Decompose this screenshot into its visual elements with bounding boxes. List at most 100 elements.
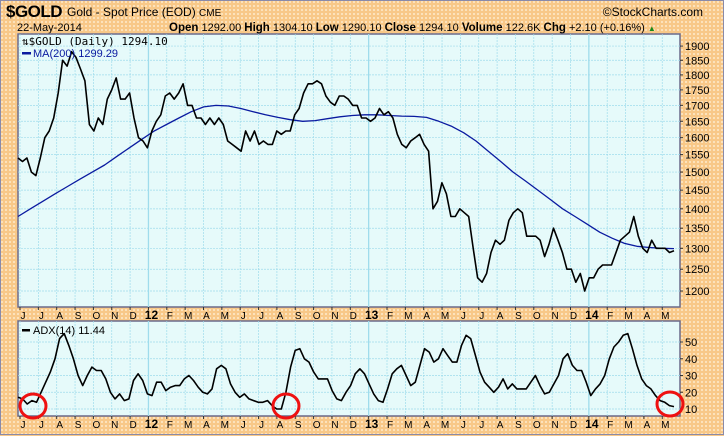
x-tick-label: M — [441, 420, 449, 431]
close-value: 1294.10 — [419, 22, 459, 34]
x-tick-label: O — [533, 420, 541, 431]
x-tick-label: 13 — [365, 308, 379, 322]
x-tick-label: M — [404, 420, 412, 431]
x-tick-label: M — [661, 420, 669, 431]
y-tick-label: 1750 — [685, 85, 709, 97]
x-tick-label: J — [479, 311, 484, 322]
x-tick-label: A — [423, 420, 430, 431]
ma-legend: MA(200) 1299.29 — [33, 48, 118, 60]
x-tick-label: D — [350, 311, 357, 322]
x-tick-label: J — [461, 311, 466, 322]
ma-legend-swatch — [22, 52, 31, 55]
y-tick-label: 1700 — [685, 100, 709, 112]
adx-legend-swatch — [22, 329, 30, 332]
x-tick-label: M — [221, 311, 229, 322]
volume-label: Volume — [461, 22, 503, 34]
x-tick-label: 13 — [365, 417, 379, 431]
open-label: Open — [169, 22, 199, 34]
price-panel — [17, 33, 681, 308]
x-tick-label: O — [93, 420, 101, 431]
adx-line — [17, 332, 675, 410]
x-tick-label: N — [552, 311, 559, 322]
volume-value: 122.6K — [505, 22, 541, 34]
x-tick-label: D — [129, 311, 136, 322]
x-tick-label: F — [607, 311, 613, 322]
x-tick-label: O — [93, 311, 101, 322]
x-tick-label: F — [387, 420, 393, 431]
x-tick-label: A — [644, 311, 651, 322]
x-tick-label: A — [203, 311, 210, 322]
description: Gold - Spot Price (EOD) — [67, 5, 196, 19]
x-tick-label: S — [75, 311, 82, 322]
x-tick-label: A — [56, 420, 63, 431]
x-tick-label: M — [184, 420, 192, 431]
x-tick-label: F — [167, 311, 173, 322]
x-tick-label: A — [203, 420, 210, 431]
x-tick-label: D — [350, 420, 357, 431]
x-tick-label: A — [277, 420, 284, 431]
x-tick-label: J — [21, 420, 26, 431]
x-tick-label: O — [313, 420, 321, 431]
x-tick-label: M — [404, 311, 412, 322]
x-tick-label: F — [167, 420, 173, 431]
x-tick-label: S — [75, 420, 82, 431]
chg-value: +2.10 (+0.16%) — [568, 22, 645, 34]
x-tick-label: M — [624, 311, 632, 322]
x-tick-label: J — [241, 420, 246, 431]
x-tick-label: S — [295, 311, 302, 322]
x-tick-label: M — [661, 311, 669, 322]
x-tick-label: N — [111, 311, 118, 322]
x-tick-label: A — [644, 420, 651, 431]
x-tick-label: S — [515, 311, 522, 322]
x-tick-label: J — [241, 311, 246, 322]
ma200-line — [17, 104, 675, 250]
adx-panel — [17, 320, 681, 417]
adx-y-tick-label: 40 — [685, 354, 697, 366]
adx-y-tick-label: 20 — [685, 387, 697, 399]
x-tick-label: 12 — [145, 308, 159, 322]
y-tick-label: 1400 — [685, 204, 709, 216]
x-tick-label: J — [479, 420, 484, 431]
x-tick-label: A — [497, 311, 504, 322]
y-tick-label: 1200 — [685, 286, 709, 298]
annotation-circle — [271, 392, 301, 420]
y-tick-label: 1500 — [685, 167, 709, 179]
x-tick-label: M — [221, 420, 229, 431]
symbol-description: Gold - Spot Price (EOD) CME — [67, 5, 221, 19]
close-label: Close — [384, 22, 416, 34]
open-value: 1292.00 — [201, 22, 242, 34]
y-tick-label: 1800 — [685, 70, 709, 82]
quote-date: 22-May-2014 — [17, 22, 82, 34]
low-value: 1290.10 — [341, 22, 382, 34]
x-tick-label: F — [387, 311, 393, 322]
x-tick-label: A — [497, 420, 504, 431]
y-tick-label: 1850 — [685, 55, 709, 67]
brand-logo: ©StockCharts.com — [602, 5, 703, 19]
x-tick-label: J — [39, 420, 44, 431]
adx-y-tick-label: 10 — [685, 404, 697, 416]
x-tick-label: J — [259, 311, 264, 322]
y-tick-label: 1250 — [685, 264, 709, 276]
x-tick-label: J — [461, 420, 466, 431]
x-tick-label: M — [441, 311, 449, 322]
annotation-circle — [18, 392, 48, 420]
x-tick-label: N — [331, 311, 338, 322]
x-tick-label: A — [56, 311, 63, 322]
quote-summary: Open 1292.00 High 1304.10 Low 1290.10 Cl… — [169, 22, 656, 34]
up-arrow-icon: ▲ — [647, 24, 656, 33]
y-tick-label: 1350 — [685, 223, 709, 235]
x-tick-label: N — [111, 420, 118, 431]
adx-y-tick-label: 30 — [685, 371, 697, 383]
y-tick-label: 1550 — [685, 150, 709, 162]
x-tick-label: O — [533, 311, 541, 322]
x-tick-label: A — [277, 311, 284, 322]
adx-y-tick-label: 50 — [685, 337, 697, 349]
x-tick-label: D — [570, 420, 577, 431]
y-tick-label: 1600 — [685, 133, 709, 145]
x-tick-label: M — [184, 311, 192, 322]
annotation-circle — [655, 390, 685, 418]
x-tick-label: J — [259, 420, 264, 431]
x-tick-label: J — [39, 311, 44, 322]
x-tick-label: D — [129, 420, 136, 431]
